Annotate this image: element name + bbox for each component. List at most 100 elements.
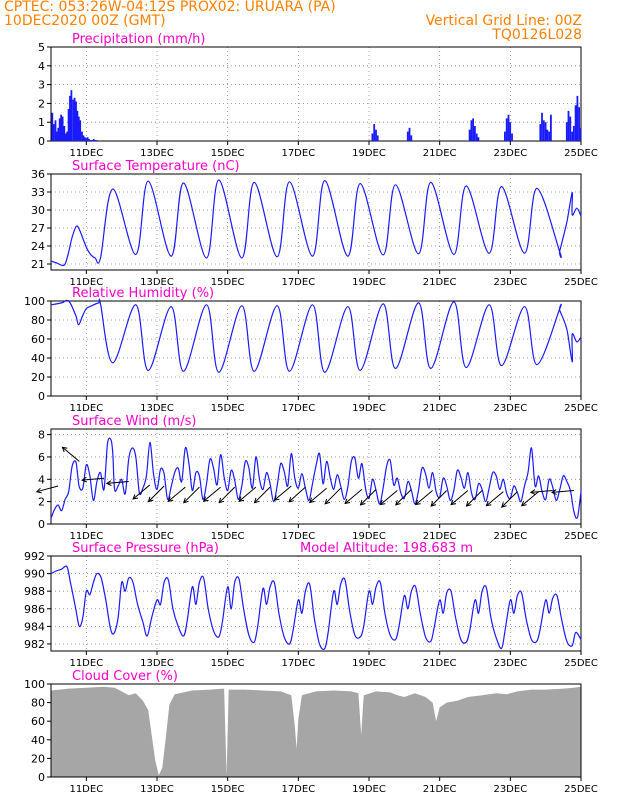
header-model: TQ0126L028 (492, 27, 582, 43)
temp-ytick-label: 27 (31, 222, 45, 235)
pressure-ytick-label: 986 (24, 603, 45, 616)
wind-xtick-label: 15DEC (211, 531, 245, 542)
pressure-xtick-label: 11DEC (69, 658, 103, 669)
wind-arrow (106, 481, 129, 484)
precip-bar (72, 99, 75, 141)
temp-xtick-label: 17DEC (281, 277, 315, 288)
wind-arrow (254, 486, 271, 504)
precip-bar (544, 122, 547, 141)
rh-xtick-label: 11DEC (69, 403, 103, 414)
precip-bar (578, 107, 580, 141)
wind-arrow-head (344, 498, 351, 505)
wind-arrow-head (430, 501, 437, 507)
precip-bar (477, 137, 480, 141)
precip-bar (77, 116, 80, 141)
precip-bar (373, 124, 376, 141)
wind-arrow-head (520, 500, 527, 507)
temp-xtick-label: 21DEC (423, 277, 457, 288)
precip-ytick-label: 5 (38, 41, 45, 54)
cloud-ytick-label: 40 (31, 734, 45, 747)
wind-arrow (360, 489, 377, 506)
precip-bar (95, 140, 98, 141)
wind-arrow (466, 490, 483, 507)
wind-xtick-label: 19DEC (352, 531, 386, 542)
wind-arrow (530, 490, 553, 493)
rh-xtick-label: 17DEC (281, 403, 315, 414)
cloud-ytick-label: 0 (38, 771, 45, 784)
temp-xtick-label: 15DEC (211, 277, 245, 288)
temp-xtick-label: 25DEC (564, 277, 598, 288)
precip-bar (76, 110, 79, 141)
precip-bar (472, 118, 474, 141)
wind-arrow-head (132, 494, 139, 500)
precip-bar (565, 122, 568, 141)
precip-bar (73, 97, 76, 141)
wind-arrow (430, 490, 448, 507)
precip-bar (85, 138, 88, 141)
wind-arrow (380, 490, 398, 505)
pressure-ytick-label: 982 (24, 638, 45, 651)
precip-bar (91, 140, 94, 141)
precip-ytick-label: 3 (38, 79, 45, 92)
precip-bar (70, 90, 73, 141)
precip-bar (546, 129, 549, 141)
wind-arrow-head (501, 502, 507, 508)
wind-ytick-label: 2 (38, 496, 45, 509)
wind-arrow (168, 486, 186, 502)
precip-bar (569, 116, 572, 141)
pressure-xtick-label: 25DEC (564, 658, 598, 669)
rh-xtick-label: 25DEC (564, 403, 598, 414)
pressure-frame (50, 555, 582, 652)
wind-arrow-head (414, 499, 421, 506)
cloud-xtick-label: 21DEC (423, 784, 457, 795)
pressure-title: Surface Pressure (hPa) (72, 541, 219, 556)
precip-bar (576, 95, 579, 141)
rh-title: Relative Humidity (%) (72, 286, 214, 301)
wind-arrow (344, 489, 363, 504)
precip-bar (52, 124, 55, 141)
precip-xtick-label: 19DEC (352, 148, 386, 159)
rh-ytick-label: 20 (31, 371, 45, 384)
wind-ytick-label: 0 (38, 518, 45, 531)
precip-bar (371, 133, 374, 141)
wind-arrow (395, 489, 412, 506)
cloud-title: Cloud Cover (%) (72, 669, 178, 684)
wind-arrow-head (550, 489, 557, 495)
rh-ytick-label: 100 (24, 295, 45, 308)
precip-bar (81, 131, 83, 141)
precip-xtick-label: 23DEC (493, 148, 527, 159)
temp-ytick-label: 36 (31, 168, 45, 181)
wind-arrow (450, 490, 469, 505)
precip-bar (67, 109, 70, 141)
precip-bar (56, 131, 58, 141)
precip-xtick-label: 17DEC (281, 148, 315, 159)
cloud-cover-area (51, 686, 581, 777)
rh-ytick-label: 60 (31, 333, 45, 346)
wind-arrow-head (485, 500, 492, 507)
cloud-ytick-label: 60 (31, 715, 45, 728)
wind-arrow (132, 484, 151, 500)
temp-ytick-label: 30 (31, 204, 45, 217)
wind-arrow-head (308, 497, 315, 504)
rh-ytick-label: 0 (38, 390, 45, 403)
rh-frame (50, 300, 582, 397)
wind-arrow-head (288, 496, 295, 503)
wind-ytick-label: 6 (38, 451, 45, 464)
precip-bar (58, 118, 61, 141)
precip-bar (86, 137, 89, 141)
wind-arrow-head (167, 496, 174, 502)
precip-bar (410, 135, 413, 141)
precip-bar (69, 95, 71, 141)
precip-bar (63, 126, 66, 141)
wind-arrow-head (253, 497, 260, 504)
wind-arrow-head (81, 476, 87, 483)
temp-xtick-label: 13DEC (140, 277, 174, 288)
precip-xtick-label: 21DEC (423, 148, 457, 159)
precip-bar (60, 114, 62, 141)
wind-arrow-head (324, 498, 331, 505)
precip-bar (539, 124, 542, 141)
precip-bar (541, 112, 543, 141)
pressure-xtick-label: 17DEC (281, 658, 315, 669)
precip-bar (79, 120, 82, 141)
